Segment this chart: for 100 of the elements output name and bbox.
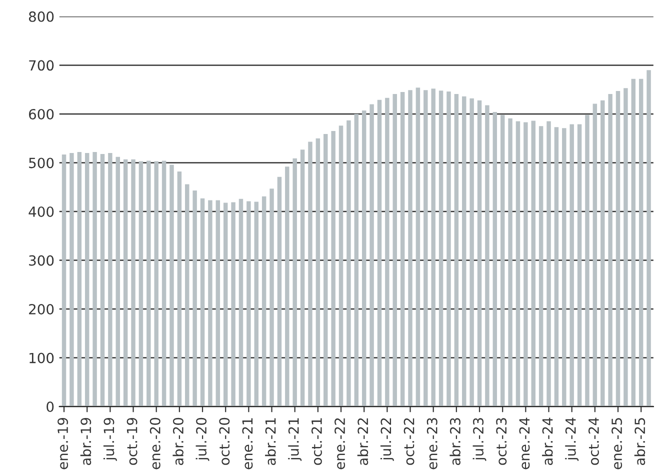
bar (70, 152, 74, 407)
x-tick-label: abr.-24 (542, 418, 553, 466)
bar (208, 200, 212, 407)
y-tick-label: 700 (29, 60, 54, 71)
x-tick-label: ene.-23 (426, 418, 438, 470)
bar (362, 110, 366, 407)
x-tick-label: jul.-19 (103, 418, 117, 461)
x-tick-label: jul.-21 (288, 418, 302, 461)
bar (431, 88, 436, 407)
bar (424, 90, 428, 407)
x-tick-label: abr.-25 (634, 418, 646, 466)
x-tick-label: abr.-21 (265, 418, 276, 466)
x-tick-label: ene.-25 (612, 418, 622, 470)
bar (392, 94, 397, 407)
bar (77, 152, 82, 407)
bar (446, 92, 451, 407)
bar (223, 202, 228, 407)
bar (370, 104, 374, 407)
bar (62, 154, 66, 407)
x-tick-label: oct.-22 (404, 418, 414, 465)
bar (462, 96, 466, 407)
bar (238, 198, 244, 407)
bar (246, 201, 251, 407)
bar (324, 134, 328, 407)
x-tick-label: jul.-23 (472, 418, 486, 461)
bar (192, 190, 197, 407)
bar (123, 159, 128, 407)
bar (454, 94, 459, 407)
bar (408, 90, 412, 407)
bar (585, 114, 590, 407)
bar (616, 91, 620, 407)
bar (285, 166, 290, 407)
bar (170, 164, 174, 407)
bar (385, 98, 390, 407)
bar (354, 114, 359, 407)
x-tick-label: oct.-20 (219, 418, 230, 465)
bar (216, 200, 220, 407)
x-tick-label: oct.-24 (588, 418, 599, 465)
bar (84, 152, 90, 407)
bar (185, 184, 190, 407)
bar (162, 160, 166, 407)
x-tick-label: ene.-24 (519, 418, 530, 470)
bar (331, 131, 336, 407)
bar (524, 122, 528, 407)
bar (231, 202, 236, 407)
bar (570, 124, 574, 407)
bar (531, 120, 536, 407)
x-tick-label: jul.-24 (565, 418, 579, 461)
bar (516, 121, 520, 407)
y-tick-label: 500 (29, 158, 54, 168)
x-tick-label: ene.-22 (334, 418, 346, 470)
bar (200, 198, 205, 407)
bar (608, 94, 612, 407)
bar (546, 121, 551, 407)
bar (308, 142, 312, 407)
x-tick-label: abr.-22 (357, 418, 368, 466)
x-tick-label: ene.-20 (150, 418, 160, 470)
bar (624, 88, 628, 407)
bar (646, 70, 651, 407)
x-tick-label: abr.-23 (450, 418, 460, 466)
bar (92, 152, 97, 407)
bar (300, 150, 305, 407)
x-tick-label: abr.-20 (172, 418, 184, 466)
y-tick-label: 100 (30, 352, 54, 364)
x-tick-label: ene.-21 (242, 418, 253, 470)
y-tick-label: 300 (29, 255, 54, 266)
bar (416, 88, 420, 407)
bar (177, 172, 182, 407)
bar (577, 124, 582, 407)
bar (485, 105, 490, 407)
x-tick-label: oct.-21 (311, 418, 322, 465)
bar (470, 98, 474, 407)
x-tick-label: ene.-19 (58, 418, 68, 470)
bar (477, 100, 482, 407)
bar (508, 118, 512, 407)
bar (400, 92, 405, 407)
y-tick-label: 400 (28, 206, 54, 217)
y-tick-label: 800 (28, 11, 54, 22)
bar (631, 78, 636, 407)
bar (254, 202, 258, 407)
bar (270, 188, 274, 407)
x-tick-label: oct.-19 (126, 418, 138, 465)
x-tick-label: jul.-22 (380, 418, 394, 461)
x-tick-label: oct.-23 (496, 418, 507, 465)
bar (538, 126, 544, 407)
y-tick-label: 0 (46, 402, 54, 412)
y-tick-label: 200 (29, 304, 54, 314)
bar (277, 176, 282, 407)
bar (108, 152, 112, 407)
x-tick-label: abr.-19 (80, 418, 92, 466)
bar (438, 90, 444, 407)
y-tick-label: 600 (29, 108, 54, 120)
bar (316, 138, 320, 407)
bar (116, 156, 120, 407)
bar (262, 196, 266, 407)
bar (138, 161, 144, 407)
bar (500, 114, 505, 407)
bar (600, 100, 605, 407)
bar (377, 100, 382, 407)
bar (292, 158, 297, 407)
